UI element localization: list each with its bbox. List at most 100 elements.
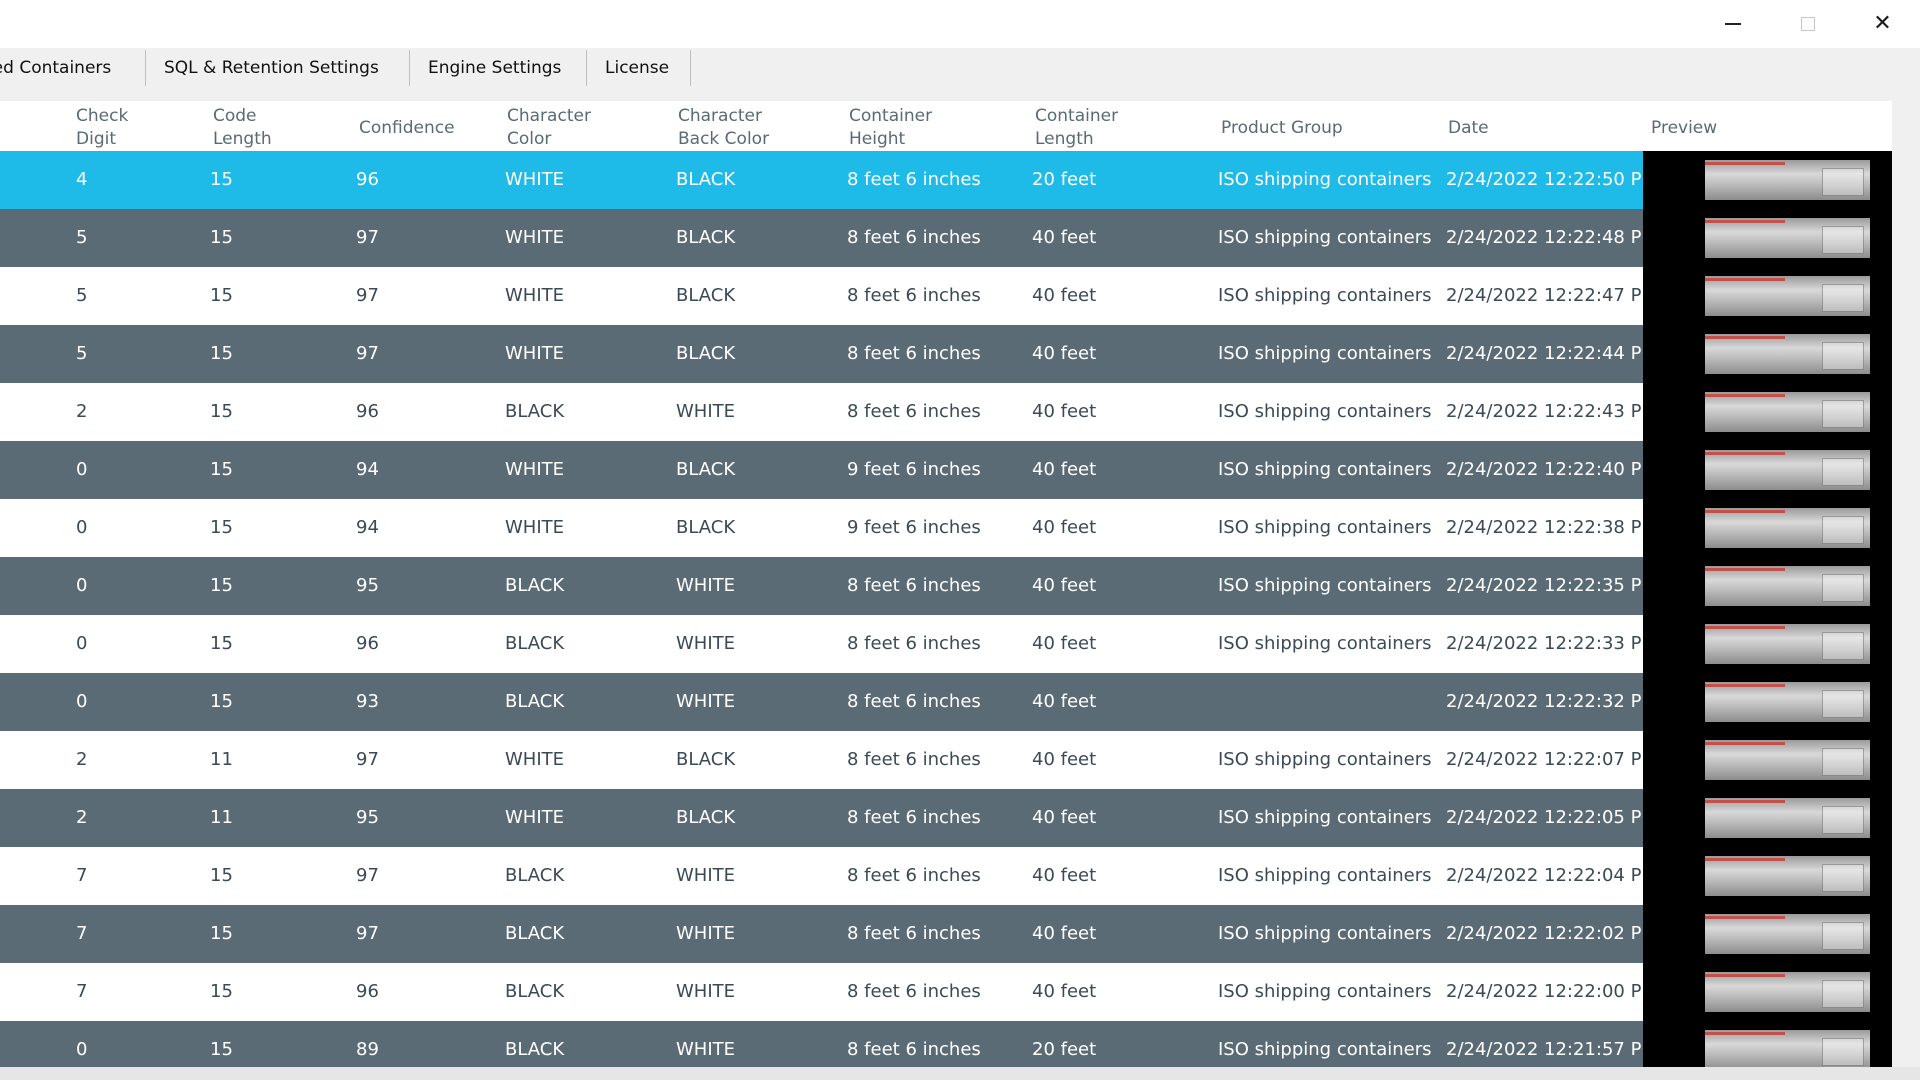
cell-character-back-color: WHITE bbox=[676, 981, 736, 1002]
cell-product-group: ISO shipping containers bbox=[1218, 1039, 1432, 1060]
table-row[interactable]: 7 15 97 BLACK WHITE 8 feet 6 inches 40 feet ISO… bbox=[0, 847, 1657, 905]
cell-character-color: WHITE bbox=[505, 285, 565, 306]
cell-container-length: 40 feet bbox=[1032, 865, 1097, 886]
table-row[interactable]: 2 15 96 BLACK WHITE 8 feet 6 inches 40 feet ISO… bbox=[0, 383, 1657, 441]
container-preview-thumbnail[interactable] bbox=[1705, 566, 1870, 606]
container-preview-thumbnail[interactable] bbox=[1705, 856, 1870, 896]
cell-character-color: BLACK bbox=[505, 923, 565, 944]
tab-detected-containers[interactable]: ted Containers bbox=[0, 50, 146, 86]
container-preview-thumbnail[interactable] bbox=[1705, 334, 1870, 374]
cell-date: 2/24/2022 12:22:05 PM bbox=[1446, 807, 1657, 828]
container-preview-thumbnail[interactable] bbox=[1705, 218, 1870, 258]
column-header-confidence[interactable]: Confidence bbox=[359, 118, 455, 138]
column-header-code-length[interactable]: Code Length bbox=[213, 106, 272, 149]
cell-check-digit: 4 bbox=[76, 169, 88, 190]
tab-engine-settings[interactable]: Engine Settings bbox=[410, 50, 587, 86]
cell-character-color: WHITE bbox=[505, 169, 565, 190]
cell-confidence: 97 bbox=[356, 749, 379, 770]
cell-date: 2/24/2022 12:22:33 PM bbox=[1446, 633, 1657, 654]
cell-confidence: 97 bbox=[356, 923, 379, 944]
cell-character-color: WHITE bbox=[505, 807, 565, 828]
table-row[interactable]: 5 15 97 WHITE BLACK 8 feet 6 inches 40 feet ISO… bbox=[0, 209, 1657, 267]
cell-product-group: ISO shipping containers bbox=[1218, 169, 1432, 190]
table-row[interactable]: 0 15 95 BLACK WHITE 8 feet 6 inches 40 feet ISO… bbox=[0, 557, 1657, 615]
column-header-check-digit[interactable]: Check Digit bbox=[76, 106, 129, 149]
minimize-button[interactable] bbox=[1695, 0, 1770, 48]
container-preview-thumbnail[interactable] bbox=[1705, 798, 1870, 838]
cell-character-back-color: WHITE bbox=[676, 633, 736, 654]
container-preview-thumbnail[interactable] bbox=[1705, 1030, 1870, 1067]
container-preview-thumbnail[interactable] bbox=[1705, 624, 1870, 664]
cell-container-height: 8 feet 6 inches bbox=[847, 807, 981, 828]
cell-check-digit: 7 bbox=[76, 981, 88, 1002]
table-row[interactable]: 4 15 96 WHITE BLACK 8 feet 6 inches 20 feet ISO… bbox=[0, 151, 1657, 209]
container-preview-thumbnail[interactable] bbox=[1705, 914, 1870, 954]
table-row[interactable]: 2 11 95 WHITE BLACK 8 feet 6 inches 40 feet ISO… bbox=[0, 789, 1657, 847]
cell-confidence: 96 bbox=[356, 981, 379, 1002]
cell-character-color: BLACK bbox=[505, 865, 565, 886]
cell-date: 2/24/2022 12:22:38 PM bbox=[1446, 517, 1657, 538]
horizontal-scrollbar[interactable] bbox=[0, 1067, 1920, 1080]
tab-license[interactable]: License bbox=[587, 50, 691, 86]
table-row[interactable]: 0 15 94 WHITE BLACK 9 feet 6 inches 40 feet ISO… bbox=[0, 441, 1657, 499]
cell-confidence: 96 bbox=[356, 633, 379, 654]
cell-check-digit: 0 bbox=[76, 633, 88, 654]
cell-check-digit: 0 bbox=[76, 575, 88, 596]
cell-character-back-color: BLACK bbox=[676, 749, 736, 770]
maximize-button[interactable] bbox=[1770, 0, 1845, 48]
column-header-date[interactable]: Date bbox=[1448, 118, 1489, 138]
cell-check-digit: 2 bbox=[76, 749, 88, 770]
cell-container-height: 8 feet 6 inches bbox=[847, 285, 981, 306]
cell-code-length: 15 bbox=[210, 169, 233, 190]
cell-character-color: WHITE bbox=[505, 749, 565, 770]
detections-grid[interactable]: Check Digit Code Length Confidence Charact… bbox=[0, 101, 1892, 1067]
cell-check-digit: 7 bbox=[76, 923, 88, 944]
container-preview-thumbnail[interactable] bbox=[1705, 276, 1870, 316]
cell-product-group: ISO shipping containers bbox=[1218, 981, 1432, 1002]
table-row[interactable]: 5 15 97 WHITE BLACK 8 feet 6 inches 40 feet ISO… bbox=[0, 325, 1657, 383]
cell-character-color: BLACK bbox=[505, 575, 565, 596]
container-preview-thumbnail[interactable] bbox=[1705, 682, 1870, 722]
container-preview-thumbnail[interactable] bbox=[1705, 392, 1870, 432]
table-row[interactable]: 7 15 97 BLACK WHITE 8 feet 6 inches 40 feet ISO… bbox=[0, 905, 1657, 963]
cell-character-color: BLACK bbox=[505, 1039, 565, 1060]
container-preview-thumbnail[interactable] bbox=[1705, 740, 1870, 780]
column-header-product-group[interactable]: Product Group bbox=[1221, 118, 1343, 138]
column-header-container-length[interactable]: Container Length bbox=[1035, 106, 1119, 149]
cell-code-length: 15 bbox=[210, 1039, 233, 1060]
column-header-container-height[interactable]: Container Height bbox=[849, 106, 933, 149]
table-row[interactable]: 5 15 97 WHITE BLACK 8 feet 6 inches 40 feet ISO… bbox=[0, 267, 1657, 325]
table-row[interactable]: 7 15 96 BLACK WHITE 8 feet 6 inches 40 feet ISO… bbox=[0, 963, 1657, 1021]
tab-sql-retention-settings[interactable]: SQL & Retention Settings bbox=[146, 50, 410, 86]
column-header-preview[interactable]: Preview bbox=[1651, 118, 1718, 138]
table-row[interactable]: 0 15 94 WHITE BLACK 9 feet 6 inches 40 feet ISO… bbox=[0, 499, 1657, 557]
column-header-character-color[interactable]: Character Color bbox=[507, 106, 591, 149]
cell-container-height: 8 feet 6 inches bbox=[847, 169, 981, 190]
cell-character-color: WHITE bbox=[505, 227, 565, 248]
table-row[interactable]: 0 15 93 BLACK WHITE 8 feet 6 inches 40 feet 2/2… bbox=[0, 673, 1657, 731]
table-row[interactable]: 0 15 89 BLACK WHITE 8 feet 6 inches 20 feet ISO… bbox=[0, 1021, 1657, 1067]
vertical-scrollbar[interactable] bbox=[1892, 101, 1920, 1067]
cell-container-height: 8 feet 6 inches bbox=[847, 923, 981, 944]
table-row[interactable]: 0 15 96 BLACK WHITE 8 feet 6 inches 40 feet ISO… bbox=[0, 615, 1657, 673]
table-row[interactable]: 2 11 97 WHITE BLACK 8 feet 6 inches 40 feet ISO… bbox=[0, 731, 1657, 789]
container-preview-thumbnail[interactable] bbox=[1705, 508, 1870, 548]
cell-character-back-color: BLACK bbox=[676, 807, 736, 828]
cell-container-length: 40 feet bbox=[1032, 633, 1097, 654]
cell-date: 2/24/2022 12:22:00 PM bbox=[1446, 981, 1657, 1002]
container-preview-thumbnail[interactable] bbox=[1705, 450, 1870, 490]
container-preview-thumbnail[interactable] bbox=[1705, 160, 1870, 200]
cell-confidence: 95 bbox=[356, 575, 379, 596]
cell-container-length: 40 feet bbox=[1032, 401, 1097, 422]
cell-check-digit: 5 bbox=[76, 227, 88, 248]
cell-container-length: 40 feet bbox=[1032, 691, 1097, 712]
cell-container-length: 40 feet bbox=[1032, 285, 1097, 306]
cell-character-back-color: WHITE bbox=[676, 923, 736, 944]
close-button[interactable]: ✕ bbox=[1845, 0, 1920, 48]
cell-container-height: 8 feet 6 inches bbox=[847, 343, 981, 364]
cell-character-color: WHITE bbox=[505, 459, 565, 480]
cell-container-length: 40 feet bbox=[1032, 923, 1097, 944]
column-header-character-back-color[interactable]: Character Back Color bbox=[678, 106, 770, 149]
cell-container-height: 8 feet 6 inches bbox=[847, 981, 981, 1002]
container-preview-thumbnail[interactable] bbox=[1705, 972, 1870, 1012]
